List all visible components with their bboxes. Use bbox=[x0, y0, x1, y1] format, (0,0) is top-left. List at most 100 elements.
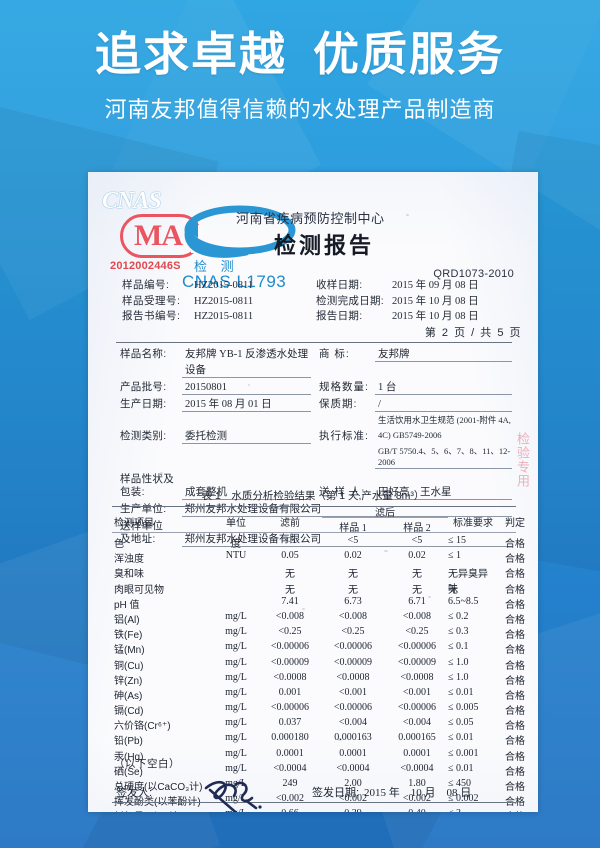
cell-item: 锌(Zn) bbox=[114, 675, 143, 687]
shelf-life-value: / bbox=[375, 398, 512, 412]
th-post-filter-group: 滤后 bbox=[375, 508, 395, 519]
cell-pre-filter: <0.0004 bbox=[273, 762, 307, 774]
cell-item: 铝(Al) bbox=[114, 614, 140, 626]
cell-standard: ≤ 0.05 bbox=[448, 717, 474, 729]
table-row: 铜(Cu) mg/L <0.00009 <0.00009 <0.00009 ≤ 1.0 合格 bbox=[112, 656, 525, 672]
cell-sample-1: <5 bbox=[347, 535, 359, 546]
sender-label-1: 送样单位 bbox=[120, 520, 164, 532]
table-top-rule bbox=[112, 506, 516, 507]
cell-sample-1: 无 bbox=[348, 584, 358, 596]
cell-sample-1: 0.02 bbox=[344, 550, 362, 562]
sample-condition-label-2: 包装: bbox=[120, 486, 145, 498]
table-row: 六价铬(Cr⁶⁺) mg/L 0.037 <0.004 <0.004 ≤ 0.05 合格 bbox=[112, 717, 525, 733]
cell-pre-filter: 无 bbox=[285, 569, 295, 581]
banner-headline: 追求卓越 优质服务 bbox=[0, 26, 600, 82]
test-type-label: 检测类别: bbox=[120, 430, 167, 442]
cell-standard: 无 bbox=[448, 584, 458, 596]
cell-item: 耗氧量(以O₂计) bbox=[114, 808, 210, 812]
cnas-logo-text: CNAS bbox=[102, 188, 162, 214]
cell-item: 色 bbox=[114, 539, 124, 550]
cell-pre-filter: <0.00006 bbox=[270, 641, 310, 653]
table-bottom-rule bbox=[112, 802, 516, 803]
id-value: HZ2015-0811 bbox=[194, 295, 254, 307]
cell-sample-1: <0.004 bbox=[338, 717, 368, 729]
cnas-accreditation-code: CNAS L1793 bbox=[182, 272, 287, 291]
issue-date-label: 签发日期: bbox=[312, 787, 360, 799]
standard-line-3: GB/T 5750.4、5、6、7、8、11、12-2006 bbox=[375, 446, 512, 469]
cell-pre-filter: <0.002 bbox=[275, 793, 305, 805]
cell-standard: ≤ 0.2 bbox=[448, 610, 469, 622]
banner-headline-right: 优质服务 bbox=[313, 28, 505, 80]
table-row: 肉眼可见物 无 无 无 无 合格 bbox=[112, 581, 525, 596]
cell-unit: mg/L bbox=[225, 641, 247, 653]
table-row: 硒(Se) mg/L <0.0004 <0.0004 <0.0004 ≤ 0.01 合格 bbox=[112, 762, 525, 778]
batch-label: 产品批号: bbox=[120, 381, 167, 393]
cell-unit: mg/L bbox=[225, 656, 247, 668]
cell-sample-1: <0.001 bbox=[338, 686, 368, 698]
cell-sample-1: <0.25 bbox=[341, 626, 365, 638]
cell-standard: ≤ 0.3 bbox=[448, 626, 469, 638]
cell-sample-2: <0.004 bbox=[402, 717, 432, 729]
cell-sample-1: <0.00006 bbox=[333, 641, 373, 653]
cell-standard: ≤ 0.01 bbox=[448, 762, 474, 774]
cell-standard: ≤ 0.01 bbox=[448, 686, 474, 698]
cell-verdict: 合格 bbox=[505, 782, 525, 793]
th-verdict: 判定 bbox=[505, 518, 525, 529]
cell-standard: ≤ 3 bbox=[448, 808, 496, 812]
cell-unit: mg/L bbox=[225, 610, 247, 622]
mfg-date-value: 2015 年 08 月 01 日 bbox=[182, 398, 311, 412]
cnas-logo-icon bbox=[184, 204, 302, 260]
cell-unit: 度 bbox=[231, 539, 241, 550]
cell-unit: NTU bbox=[225, 550, 247, 562]
cell-sample-2: 0.000165 bbox=[398, 732, 436, 744]
sender-label-2: 及地址: bbox=[120, 533, 156, 545]
cell-verdict: 合格 bbox=[505, 554, 525, 566]
cell-item: 臭和味 bbox=[114, 569, 144, 581]
cell-unit: mg/L bbox=[225, 626, 247, 638]
cell-item: 汞(Hg) bbox=[114, 751, 144, 763]
cell-verdict: 合格 bbox=[505, 766, 525, 778]
id-label-2: 报告日期: bbox=[316, 310, 363, 322]
standard-line-1: 生活饮用水卫生规范 (2001-附件 4A, bbox=[378, 415, 511, 425]
cell-verdict: 合格 bbox=[505, 675, 525, 687]
th-unit: 单位 bbox=[226, 518, 246, 529]
page-indicator: 第 2 页 / 共 5 页 bbox=[424, 327, 522, 339]
cell-sample-1: <0.00006 bbox=[333, 702, 373, 714]
cell-verdict: 合格 bbox=[505, 797, 525, 809]
cell-item: 六价铬(Cr⁶⁺) bbox=[114, 721, 171, 733]
cell-unit: mg/L bbox=[225, 747, 247, 759]
cell-sample-1: 0.0001 bbox=[339, 747, 367, 759]
th-standard: 标准要求 bbox=[453, 518, 493, 529]
cell-standard: ≤ 0.002 bbox=[448, 793, 479, 805]
table-end-note: （以下空白） bbox=[114, 758, 180, 770]
cell-item: 砷(As) bbox=[114, 690, 143, 702]
test-report-document: MA 2012002446S CNAS 检 测 CNAS L1793 河南省疾病… bbox=[88, 172, 538, 812]
th-item: 检测项目 bbox=[114, 518, 154, 529]
cell-sample-2: 无 bbox=[412, 584, 422, 596]
cell-verdict: 合格 bbox=[505, 706, 525, 718]
post-group-rule bbox=[322, 517, 448, 518]
sample-name-value: 友邦牌 YB-1 反渗透水处理 bbox=[185, 349, 309, 360]
id-label-2: 收样日期: bbox=[316, 279, 363, 291]
cell-pre-filter: <0.0008 bbox=[273, 671, 307, 683]
table-row: 汞(Hg) mg/L 0.0001 0.0001 0.0001 ≤ 0.001 合格 bbox=[112, 747, 525, 763]
cell-sample-2: <0.002 bbox=[402, 793, 432, 805]
id-label-2: 检测完成日期: bbox=[316, 294, 385, 307]
cell-unit: mg/L bbox=[225, 671, 247, 683]
cell-pre-filter: 0.66 bbox=[260, 808, 320, 812]
id-label: 样品编号: bbox=[122, 279, 170, 291]
batch-value: 20150801 bbox=[182, 381, 311, 395]
cell-item: 铜(Cu) bbox=[114, 660, 144, 672]
cma-certificate-number: 2012002446S bbox=[110, 260, 181, 272]
report-id-row: 样品受理号: HZ2015-0811 检测完成日期: 2015 年 10 月 0… bbox=[122, 294, 512, 310]
table-row: 铁(Fe) mg/L <0.25 <0.25 <0.25 ≤ 0.3 合格 bbox=[112, 626, 525, 641]
sample-condition-label-1: 样品性状及 bbox=[120, 473, 174, 485]
table-row: 耗氧量(以O₂计)mg/L0.660.390.40≤ 3合格 bbox=[112, 808, 516, 812]
cell-sample-1: <0.0004 bbox=[336, 762, 370, 774]
deliverer-label: 送 样 人: bbox=[319, 486, 366, 498]
cell-pre-filter: <0.00009 bbox=[270, 656, 310, 668]
cell-standard: ≤ 1 bbox=[448, 550, 461, 562]
cell-sample-1: 6.73 bbox=[344, 595, 362, 607]
cell-standard: ≤ 1.0 bbox=[448, 671, 469, 683]
id-value: HZ2015-0811 bbox=[194, 280, 254, 291]
